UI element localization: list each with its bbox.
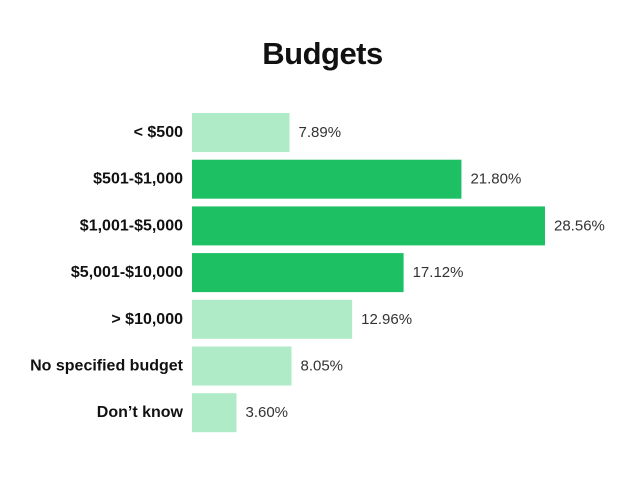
category-label: < $500 xyxy=(134,124,183,141)
value-label: 21.80% xyxy=(470,171,521,188)
bar xyxy=(192,113,290,152)
chart-title: Budgets xyxy=(262,36,383,71)
bar xyxy=(192,206,545,246)
value-label: 3.60% xyxy=(245,404,288,421)
category-label: Don’t know xyxy=(97,404,184,421)
bar xyxy=(192,159,462,199)
category-label: $1,001-$5,000 xyxy=(80,217,183,234)
bar xyxy=(192,346,292,386)
bar xyxy=(192,253,404,293)
value-label: 28.56% xyxy=(554,217,605,234)
value-label: 12.96% xyxy=(361,311,412,328)
category-label: > $10,000 xyxy=(111,311,183,328)
value-label: 8.05% xyxy=(300,358,343,375)
bar xyxy=(192,299,353,339)
category-label: $5,001-$10,000 xyxy=(71,264,183,281)
category-label: No specified budget xyxy=(30,358,184,375)
bar xyxy=(192,393,237,433)
value-label: 7.89% xyxy=(299,124,342,141)
value-label: 17.12% xyxy=(413,264,464,281)
category-label: $501-$1,000 xyxy=(93,171,183,188)
